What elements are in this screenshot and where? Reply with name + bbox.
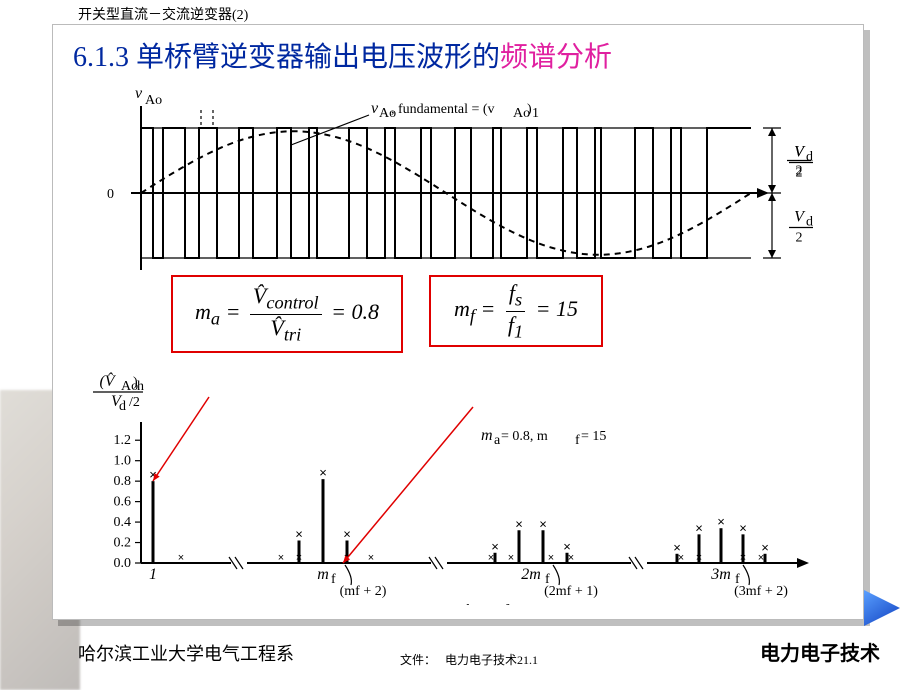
footer-mid: 文件： 电力电子技术21.1 bbox=[400, 651, 538, 668]
svg-text:×: × bbox=[295, 526, 303, 541]
svg-text:f: f bbox=[503, 602, 510, 605]
svg-text:= 15: = 15 bbox=[581, 429, 606, 444]
svg-text:×: × bbox=[343, 526, 351, 541]
svg-text:(mf + 2): (mf + 2) bbox=[340, 584, 387, 599]
svg-text:/2: /2 bbox=[129, 395, 140, 410]
ma-den: V̂tri bbox=[267, 315, 304, 345]
svg-text:×: × bbox=[740, 552, 746, 564]
svg-text:×: × bbox=[568, 552, 574, 564]
svg-text:= 0.8, m: = 0.8, m bbox=[501, 429, 548, 444]
svg-text:×: × bbox=[696, 552, 702, 564]
svg-text:f: f bbox=[575, 433, 580, 448]
svg-text:3m: 3m bbox=[710, 566, 731, 583]
svg-text:×: × bbox=[296, 552, 302, 564]
svg-text:m: m bbox=[317, 566, 329, 583]
mf-lhs: mf bbox=[454, 296, 475, 321]
svg-text:Harmonics: Harmonics bbox=[381, 604, 448, 605]
footer-mid-value: 电力电子技术21.1 bbox=[445, 653, 538, 667]
svg-text:×: × bbox=[758, 552, 764, 564]
page-header: 开关型直流－交流逆变器(2) bbox=[78, 4, 248, 24]
svg-text:m: m bbox=[481, 427, 493, 444]
ma-val: 0.8 bbox=[352, 299, 380, 324]
ma-lhs: ma bbox=[195, 299, 220, 324]
svg-text:f: f bbox=[331, 572, 336, 587]
svg-text:1: 1 bbox=[149, 566, 157, 583]
svg-text:h: h bbox=[465, 602, 473, 605]
svg-text:×: × bbox=[695, 520, 703, 535]
svg-text:1.0: 1.0 bbox=[114, 454, 132, 469]
next-button[interactable] bbox=[864, 590, 900, 626]
svg-text:0: 0 bbox=[107, 187, 114, 202]
svg-text:×: × bbox=[488, 552, 494, 564]
svg-text:×: × bbox=[368, 552, 374, 564]
svg-text:a: a bbox=[494, 433, 501, 448]
svg-text:V: V bbox=[794, 144, 806, 161]
svg-text:×: × bbox=[178, 552, 184, 564]
svg-text:0.8: 0.8 bbox=[114, 474, 132, 489]
mf-den: f1 bbox=[505, 312, 526, 342]
svg-text:×: × bbox=[539, 516, 547, 531]
svg-text:0.2: 0.2 bbox=[114, 536, 132, 551]
svg-text:(2mf + 1): (2mf + 1) bbox=[544, 584, 598, 599]
svg-text:, fundamental = (v: , fundamental = (v bbox=[391, 102, 495, 117]
formula-ma-box: ma = V̂control V̂tri = 0.8 bbox=[171, 275, 403, 353]
slide-title: 6.1.3 单桥臂逆变器输出电压波形的频谱分析 bbox=[73, 35, 612, 75]
footer-left: 哈尔滨工业大学电气工程系 bbox=[78, 640, 294, 666]
title-accent: 频谱分析 bbox=[500, 42, 612, 73]
svg-text:1.2: 1.2 bbox=[114, 433, 132, 448]
svg-text:0.0: 0.0 bbox=[114, 556, 132, 571]
formula-mf-box: mf = fs f1 = 15 bbox=[429, 275, 603, 347]
section-number: 6.1.3 bbox=[73, 42, 129, 73]
footer-right: 电力电子技术 bbox=[760, 637, 880, 666]
ma-num: V̂control bbox=[250, 283, 322, 314]
svg-text:×: × bbox=[548, 552, 554, 564]
svg-text:×: × bbox=[739, 520, 747, 535]
svg-text:×: × bbox=[508, 552, 514, 564]
mf-num: fs bbox=[506, 280, 525, 311]
footer-mid-label: 文件： bbox=[400, 653, 436, 667]
svg-text:v: v bbox=[371, 100, 379, 117]
svg-text:d: d bbox=[119, 399, 126, 414]
svg-text:×: × bbox=[515, 516, 523, 531]
svg-text:(V̂: (V̂ bbox=[99, 371, 116, 390]
svg-text:2m: 2m bbox=[521, 566, 541, 583]
svg-text:×: × bbox=[278, 552, 284, 564]
svg-text:2: 2 bbox=[796, 166, 803, 181]
svg-text:2: 2 bbox=[796, 231, 803, 246]
svg-text:1: 1 bbox=[532, 106, 539, 121]
svg-text:0.4: 0.4 bbox=[114, 515, 132, 530]
svg-text:V: V bbox=[794, 209, 806, 226]
svg-text:×: × bbox=[717, 514, 725, 529]
svg-text:of: of bbox=[477, 604, 489, 605]
svg-text:v: v bbox=[135, 85, 143, 102]
svg-text:0.6: 0.6 bbox=[114, 495, 132, 510]
title-main: 单桥臂逆变器输出电压波形的 bbox=[129, 42, 500, 73]
svg-text:×: × bbox=[678, 552, 684, 564]
slide-frame: 6.1.3 单桥臂逆变器输出电压波形的频谱分析 0vAovAo, fundame… bbox=[52, 24, 864, 620]
mf-val: 15 bbox=[556, 296, 578, 321]
svg-text:Ao: Ao bbox=[145, 93, 162, 108]
svg-text:(3mf + 2): (3mf + 2) bbox=[734, 584, 788, 599]
svg-text:×: × bbox=[319, 465, 327, 480]
